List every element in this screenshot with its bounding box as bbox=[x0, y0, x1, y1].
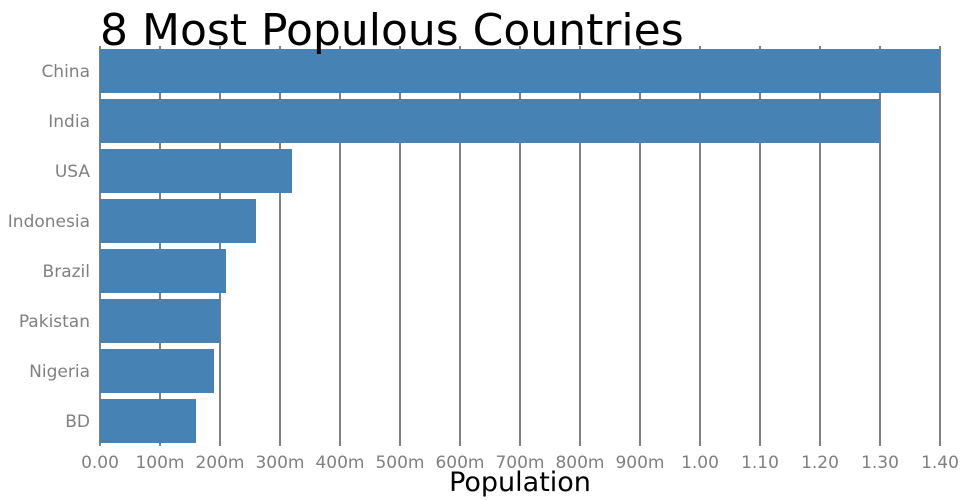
chart-title: 8 Most Populous Countries bbox=[100, 5, 684, 56]
category-label: USA bbox=[55, 162, 91, 182]
x-tick-label: 0.00 bbox=[81, 453, 119, 473]
x-tick-label: 100m bbox=[135, 453, 184, 473]
category-label: India bbox=[48, 112, 90, 132]
x-tick-label: 500m bbox=[375, 453, 424, 473]
x-tick-label: 800m bbox=[555, 453, 604, 473]
x-tick-labels: 0.00 100m 200m 300m 400m 500m 600m 700m 800m 900m… bbox=[81, 453, 959, 473]
category-labels: China India USA Indonesia Brazil Pakistan Nige… bbox=[8, 62, 91, 432]
bar-usa bbox=[100, 149, 292, 193]
x-tick-label: 1.20 bbox=[801, 453, 839, 473]
bars bbox=[100, 49, 940, 443]
x-tick-label: 700m bbox=[495, 453, 544, 473]
x-tick-label: 900m bbox=[615, 453, 664, 473]
category-label: China bbox=[41, 62, 90, 82]
x-tick-label: 600m bbox=[435, 453, 484, 473]
category-label: BD bbox=[65, 412, 90, 432]
x-tick-label: 1.10 bbox=[741, 453, 779, 473]
category-label: Nigeria bbox=[29, 362, 90, 382]
x-tick-label: 1.30 bbox=[861, 453, 899, 473]
bar-bd bbox=[100, 399, 196, 443]
x-tick-label: 200m bbox=[195, 453, 244, 473]
bar-brazil bbox=[100, 249, 226, 293]
bar-indonesia bbox=[100, 199, 256, 243]
category-label: Brazil bbox=[43, 262, 90, 282]
x-axis-title: Population bbox=[449, 467, 591, 498]
x-tick-label: 300m bbox=[255, 453, 304, 473]
bar-china bbox=[100, 49, 940, 93]
bar-nigeria bbox=[100, 349, 214, 393]
bar-pakistan bbox=[100, 299, 220, 343]
bar-india bbox=[100, 99, 880, 143]
x-tick-label: 400m bbox=[315, 453, 364, 473]
category-label: Indonesia bbox=[8, 212, 90, 232]
x-tick-label: 1.40 bbox=[921, 453, 959, 473]
x-tick-label: 1.00 bbox=[681, 453, 719, 473]
category-label: Pakistan bbox=[19, 312, 90, 332]
